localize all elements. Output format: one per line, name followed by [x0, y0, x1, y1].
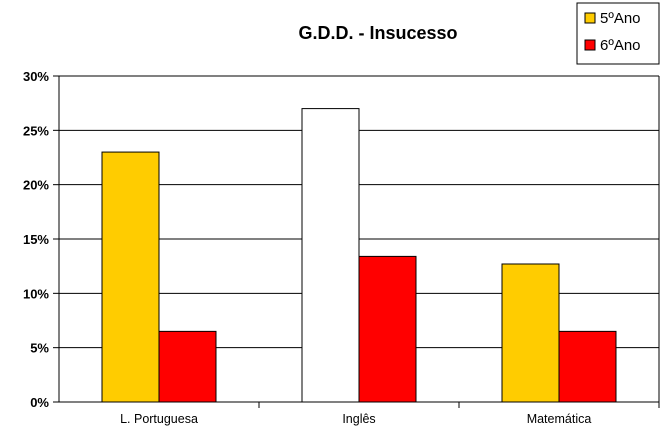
x-tick-labels: L. Portuguesa Inglês Matemática	[120, 412, 591, 426]
y-tick-label: 30%	[23, 69, 49, 84]
y-tick-label: 10%	[23, 286, 49, 301]
chart-title: G.D.D. - Insucesso	[298, 23, 457, 43]
x-tick-label: Matemática	[527, 412, 592, 426]
x-tick-label: Inglês	[342, 412, 375, 426]
axes	[53, 75, 660, 408]
y-tick-label: 20%	[23, 178, 49, 193]
bar-6ano	[358, 255, 417, 403]
bar-5ano	[101, 151, 160, 403]
bar-5ano	[501, 263, 560, 403]
x-tick-label: L. Portuguesa	[120, 412, 198, 426]
legend-swatch	[584, 12, 596, 24]
y-tick-label: 25%	[23, 123, 49, 138]
y-tick-labels: 0% 5% 10% 15% 20% 25% 30%	[23, 69, 49, 410]
legend-swatch	[584, 39, 596, 51]
legend-label: 6ºAno	[600, 37, 641, 54]
legend: 5ºAno 6ºAno	[576, 2, 660, 65]
bars	[101, 108, 617, 403]
y-tick-label: 15%	[23, 232, 49, 247]
y-tick-label: 0%	[30, 395, 49, 410]
legend-box	[576, 2, 660, 65]
bar-6ano	[558, 330, 617, 403]
bar-5ano	[301, 108, 360, 403]
legend-label: 5ºAno	[600, 10, 641, 27]
y-tick-label: 5%	[30, 341, 49, 356]
bar-6ano	[158, 330, 217, 403]
